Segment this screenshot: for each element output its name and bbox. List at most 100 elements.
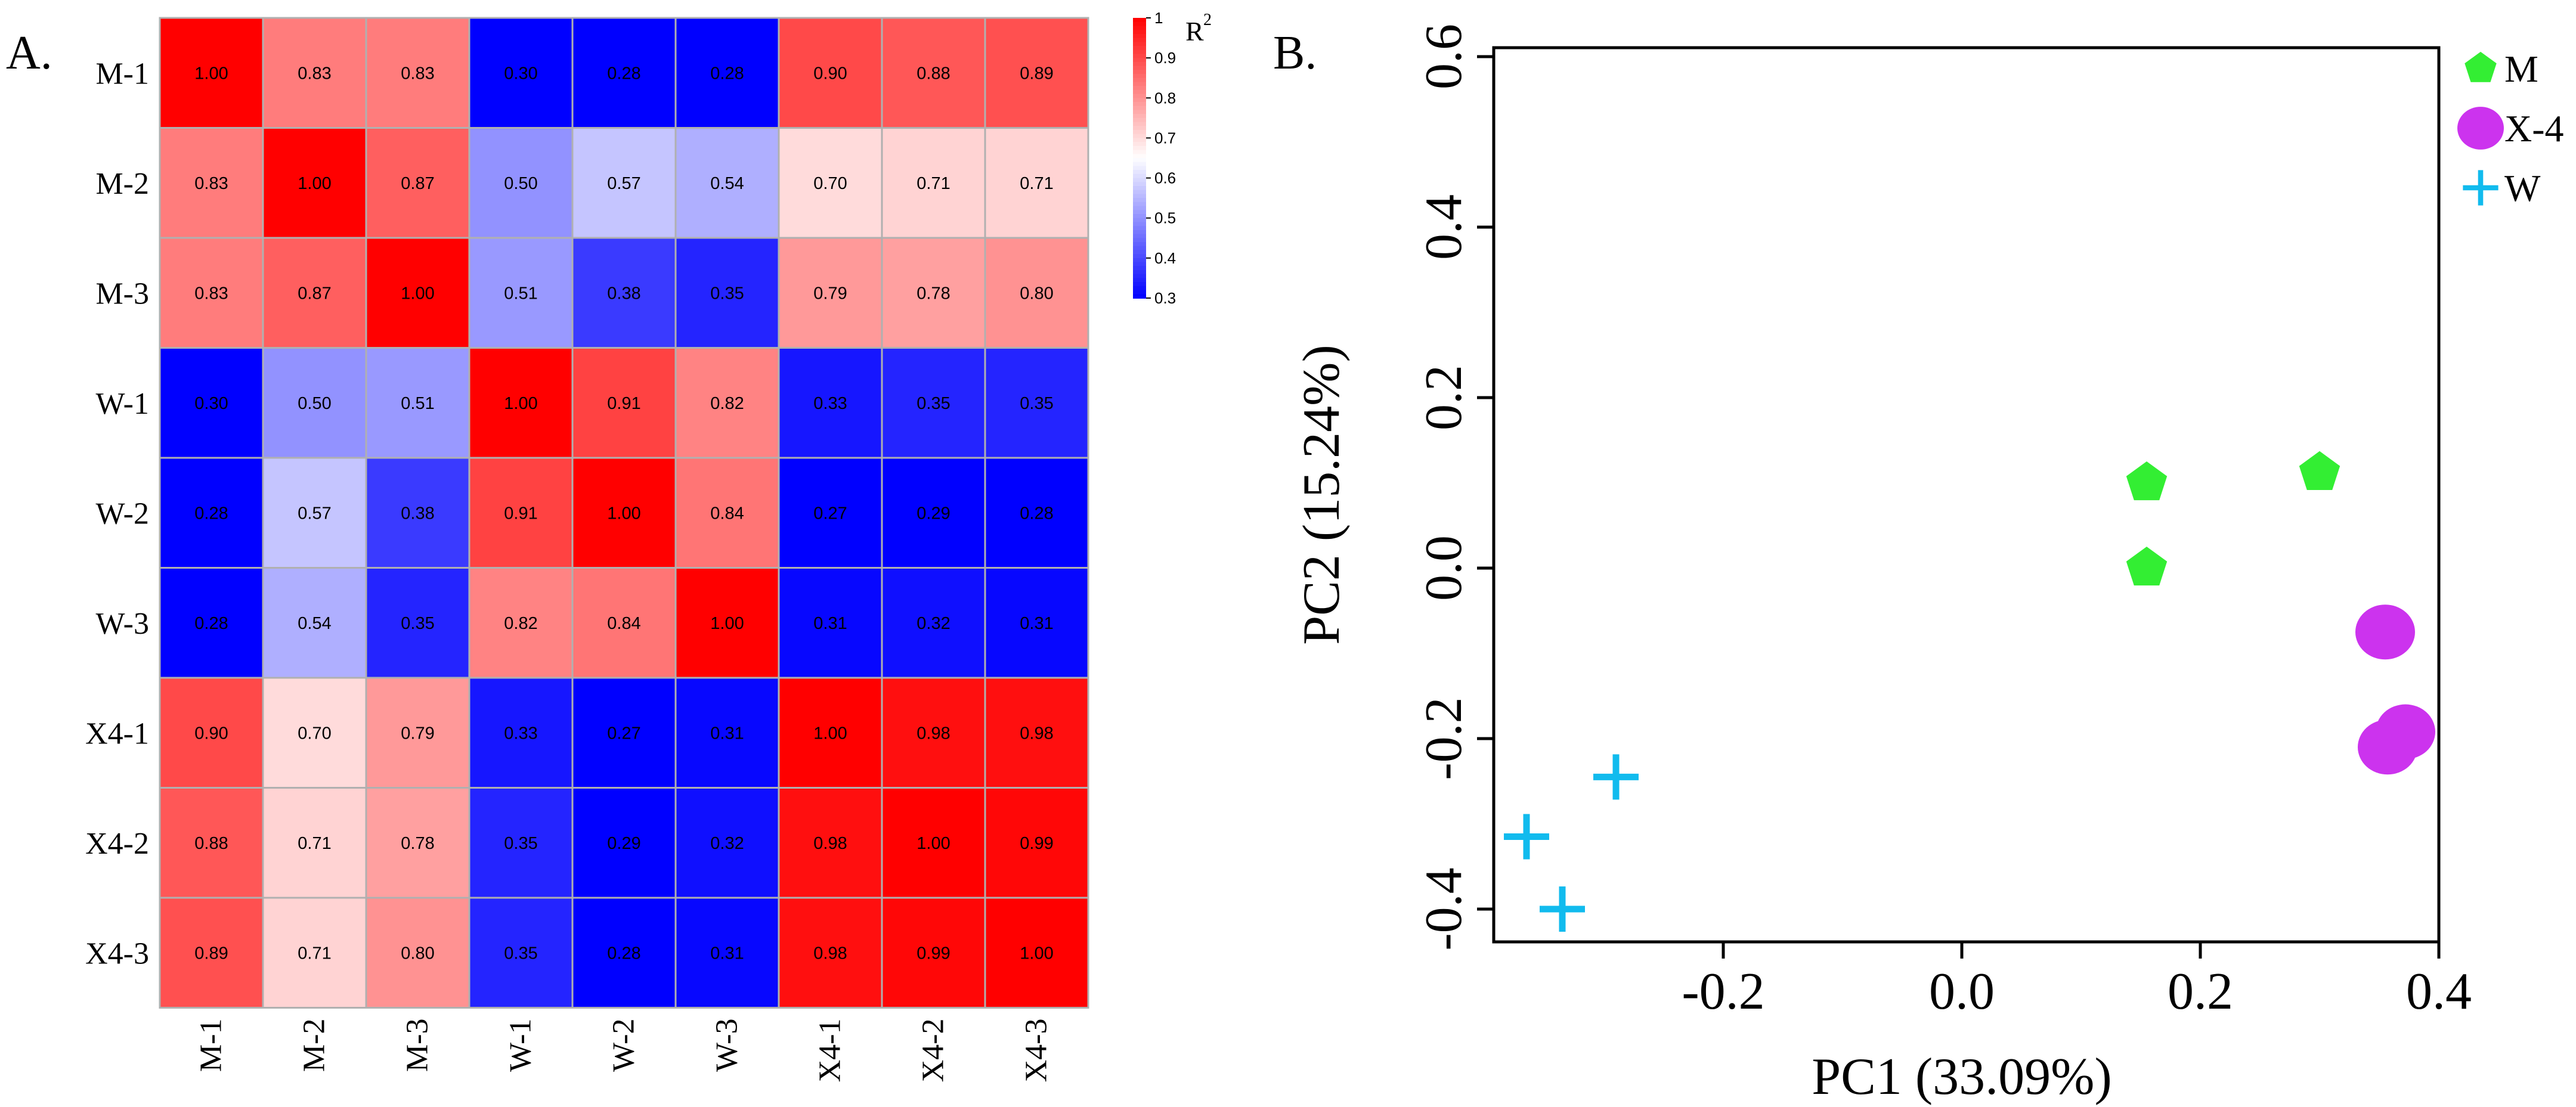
colorbar-segment xyxy=(1133,66,1146,71)
heatmap-cell xyxy=(778,897,883,1009)
heatmap-cell xyxy=(468,237,574,349)
colorbar-segment xyxy=(1133,190,1146,195)
heatmap-col-label: M-3 xyxy=(401,1019,435,1072)
scatter-point-X-4 xyxy=(2355,604,2415,660)
heatmap-cell xyxy=(778,457,883,569)
heatmap-cell-value: 0.78 xyxy=(401,834,434,853)
colorbar-segment xyxy=(1133,46,1146,51)
heatmap-cell-value: 0.83 xyxy=(401,64,434,83)
colorbar-segment xyxy=(1133,58,1146,63)
y-axis-title: PC2 (15.24%) xyxy=(1293,345,1351,645)
colorbar-segment xyxy=(1133,201,1146,207)
heatmap-cell-value: 0.90 xyxy=(194,724,228,743)
heatmap-cell xyxy=(159,897,264,1009)
heatmap-cells: 1.00 0.83 0.83 0.30 0.28 0.28 0.90 0.88 0.89 0.83… xyxy=(159,17,1089,1009)
heatmap-cell xyxy=(159,17,264,129)
colorbar-tick-label: 0.4 xyxy=(1154,249,1176,267)
heatmap-cell-value: 0.88 xyxy=(917,64,950,83)
colorbar-segment xyxy=(1133,42,1146,46)
panel-label-a: A. xyxy=(6,27,52,79)
heatmap-cell-value: 0.88 xyxy=(194,834,228,853)
heatmap-cell-value: 0.28 xyxy=(194,614,228,633)
colorbar: 1 0.9 0.8 0.7 0.6 0.5 0.4 0.3 R 2 xyxy=(1133,9,1212,307)
heatmap-cell-value: 0.38 xyxy=(607,284,640,303)
heatmap-cell-value: 0.87 xyxy=(298,284,331,303)
heatmap-cell-value: 1.00 xyxy=(607,504,640,523)
heatmap-cell-value: 0.31 xyxy=(813,614,847,633)
heatmap-cell-value: 0.82 xyxy=(504,614,537,633)
colorbar-title-superscript: 2 xyxy=(1203,11,1212,29)
heatmap-cell-value: 0.79 xyxy=(813,284,847,303)
heatmap-cell-value: 0.35 xyxy=(401,614,434,633)
heatmap-cell xyxy=(468,567,574,679)
scatter-point-W xyxy=(1540,886,1585,932)
scatter-point-W xyxy=(2463,170,2498,206)
heatmap-cell-value: 0.57 xyxy=(607,174,640,193)
colorbar-segment xyxy=(1133,150,1146,155)
heatmap-cell-value: 0.89 xyxy=(1020,64,1053,83)
heatmap-cell-value: 0.32 xyxy=(917,614,950,633)
heatmap-cell xyxy=(984,127,1089,239)
heatmap-cell-value: 1.00 xyxy=(298,174,331,193)
pca-legend: M X-4 W xyxy=(2457,48,2564,209)
colorbar-segment xyxy=(1133,114,1146,119)
colorbar-segment xyxy=(1133,126,1146,131)
heatmap-cell-value: 0.71 xyxy=(298,944,331,963)
heatmap-cell-value: 0.78 xyxy=(917,284,950,303)
heatmap-row-label: W-2 xyxy=(95,497,149,531)
heatmap-cell xyxy=(262,347,367,459)
scatter-point-W xyxy=(1593,754,1639,800)
heatmap-cell xyxy=(262,677,367,789)
heatmap-row-label: M-2 xyxy=(95,167,149,201)
heatmap-cell-value: 0.30 xyxy=(504,64,537,83)
heatmap-row-labels: M-1 M-2 M-3 W-1 W-2 W-3 X4-1 X4-2 X4-3 xyxy=(85,57,149,970)
heatmap-cell-value: 0.33 xyxy=(813,394,847,413)
heatmap-cell xyxy=(159,457,264,569)
heatmap-cell-value: 0.31 xyxy=(710,944,744,963)
heatmap-cell-value: 0.33 xyxy=(504,724,537,743)
heatmap-cell xyxy=(778,237,883,349)
heatmap-cell-value: 0.28 xyxy=(710,64,744,83)
heatmap-cell-value: 0.83 xyxy=(298,64,331,83)
colorbar-tick-label: 0.3 xyxy=(1154,289,1176,307)
scatter-point-M xyxy=(2299,451,2340,490)
colorbar-segment xyxy=(1133,86,1146,91)
heatmap-cell xyxy=(984,897,1089,1009)
heatmap-cell xyxy=(674,787,780,899)
colorbar-segment xyxy=(1133,134,1146,139)
heatmap-cell xyxy=(778,127,883,239)
heatmap-cell-value: 1.00 xyxy=(1020,944,1053,963)
colorbar-segment xyxy=(1133,238,1146,243)
scatter-point-M xyxy=(2126,461,2168,501)
heatmap-row-label: M-3 xyxy=(95,277,149,311)
heatmap-cell-value: 0.35 xyxy=(1020,394,1053,413)
colorbar-segment xyxy=(1133,262,1146,267)
heatmap-cell xyxy=(159,347,264,459)
scatter-point-X-4 xyxy=(2358,720,2417,775)
heatmap-cell xyxy=(262,237,367,349)
heatmap-cell xyxy=(674,17,780,129)
y-tick-label: 0.4 xyxy=(1415,194,1473,260)
heatmap-cell xyxy=(984,567,1089,679)
colorbar-segment xyxy=(1133,33,1146,39)
colorbar-segment xyxy=(1133,26,1146,31)
heatmap-cell-value: 0.91 xyxy=(607,394,640,413)
heatmap-cell-value: 0.99 xyxy=(917,944,950,963)
heatmap-row-label: W-1 xyxy=(95,387,149,421)
heatmap-cell xyxy=(468,457,574,569)
heatmap-cell-value: 0.90 xyxy=(813,64,847,83)
heatmap-cell xyxy=(571,127,677,239)
heatmap-cell-value: 0.35 xyxy=(504,944,537,963)
heatmap-cell xyxy=(571,237,677,349)
heatmap-col-label: X4-2 xyxy=(917,1019,950,1083)
colorbar-segment xyxy=(1133,198,1146,203)
heatmap-col-label: X4-1 xyxy=(813,1019,847,1083)
colorbar-segment xyxy=(1133,266,1146,271)
colorbar-segment xyxy=(1133,274,1146,279)
colorbar-segment xyxy=(1133,294,1146,299)
heatmap-cell xyxy=(262,567,367,679)
colorbar-segment xyxy=(1133,89,1146,95)
y-tick-label: 0.0 xyxy=(1415,535,1473,601)
heatmap-cell-value: 0.28 xyxy=(607,944,640,963)
